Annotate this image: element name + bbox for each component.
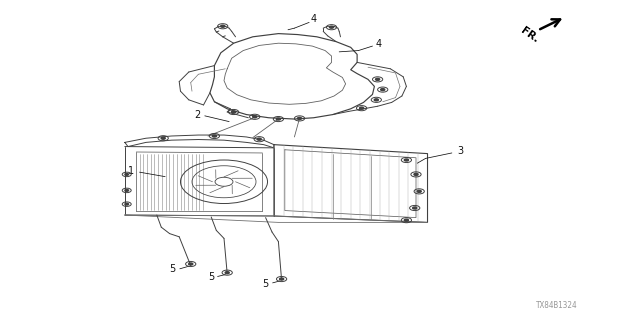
- Circle shape: [298, 117, 301, 119]
- Text: 5: 5: [208, 272, 214, 283]
- Text: 5: 5: [170, 264, 176, 275]
- Circle shape: [280, 278, 284, 280]
- Text: 1: 1: [128, 166, 134, 176]
- Circle shape: [161, 137, 165, 139]
- Circle shape: [417, 190, 421, 192]
- Circle shape: [414, 173, 418, 175]
- Circle shape: [212, 135, 216, 137]
- Text: 2: 2: [194, 109, 200, 120]
- Text: 4: 4: [376, 39, 382, 49]
- Circle shape: [257, 138, 261, 140]
- Circle shape: [125, 189, 129, 191]
- Circle shape: [330, 26, 333, 28]
- Circle shape: [276, 118, 280, 120]
- Text: FR.: FR.: [518, 26, 540, 45]
- Circle shape: [413, 207, 417, 209]
- Circle shape: [374, 99, 378, 101]
- Circle shape: [360, 107, 364, 109]
- Circle shape: [125, 173, 129, 175]
- Circle shape: [189, 263, 193, 265]
- Text: 3: 3: [458, 146, 464, 156]
- Circle shape: [381, 89, 385, 91]
- Text: 4: 4: [310, 14, 317, 24]
- Text: TX84B1324: TX84B1324: [536, 301, 578, 310]
- Circle shape: [225, 272, 229, 274]
- Circle shape: [221, 25, 225, 27]
- Circle shape: [125, 203, 129, 205]
- Circle shape: [404, 219, 408, 221]
- Circle shape: [253, 116, 257, 118]
- Circle shape: [404, 159, 408, 161]
- Text: 5: 5: [262, 279, 269, 289]
- Circle shape: [376, 78, 380, 80]
- Circle shape: [232, 111, 236, 113]
